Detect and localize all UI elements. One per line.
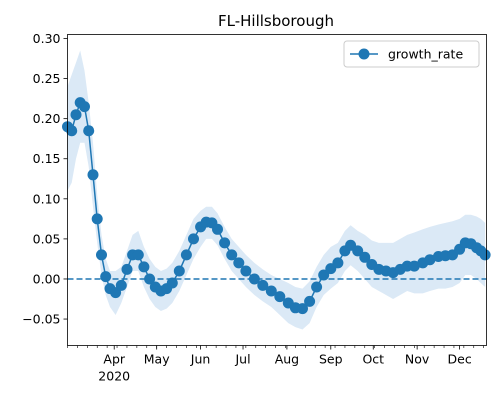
data-point bbox=[248, 273, 260, 285]
data-point bbox=[212, 223, 223, 235]
data-point bbox=[96, 249, 107, 261]
data-point bbox=[311, 281, 323, 293]
data-point bbox=[233, 257, 245, 269]
y-axis: −0.05 0.00 0.05 0.10 0.15 0.20 0.25 0.30 bbox=[22, 31, 68, 327]
legend: growth_rate bbox=[343, 40, 480, 68]
data-point bbox=[138, 261, 150, 273]
data-point bbox=[100, 271, 112, 283]
x-tick-year-label: 2020 bbox=[98, 369, 130, 384]
legend-label-growth-rate: growth_rate bbox=[388, 47, 463, 62]
y-tick-label: 0.10 bbox=[33, 191, 61, 206]
x-tick-label: Apr bbox=[103, 352, 125, 367]
confidence-band-area bbox=[67, 50, 486, 330]
y-tick-label: 0.30 bbox=[33, 31, 61, 46]
x-tick-label: Oct bbox=[362, 352, 384, 367]
y-tick-label: −0.05 bbox=[22, 312, 60, 327]
x-tick-label: Nov bbox=[405, 352, 430, 367]
confidence-band bbox=[67, 50, 486, 330]
data-point bbox=[180, 249, 192, 261]
data-point bbox=[352, 245, 364, 257]
y-tick-label: 0.05 bbox=[33, 231, 61, 246]
x-axis: Apr 2020 May Jun Jul Aug Sep Oct Nov Dec bbox=[67, 345, 484, 384]
x-tick-label: Jun bbox=[190, 352, 211, 367]
data-point bbox=[91, 213, 103, 225]
data-point bbox=[219, 237, 231, 249]
axes-frame bbox=[67, 34, 487, 346]
x-tick-label: Sep bbox=[319, 352, 343, 367]
y-tick-label: 0.25 bbox=[33, 71, 61, 86]
data-point bbox=[166, 277, 178, 289]
data-point bbox=[121, 263, 133, 275]
data-point bbox=[318, 269, 330, 281]
data-point bbox=[257, 279, 269, 291]
data-point bbox=[115, 279, 127, 291]
x-tick-label: May bbox=[144, 352, 170, 367]
data-point bbox=[332, 257, 344, 269]
data-point bbox=[173, 265, 185, 277]
legend-box bbox=[343, 40, 480, 68]
data-point bbox=[87, 169, 99, 181]
data-point bbox=[479, 249, 491, 261]
data-point bbox=[188, 233, 199, 245]
legend-marker-sample bbox=[358, 48, 370, 60]
data-point bbox=[297, 303, 308, 315]
data-point bbox=[240, 265, 252, 277]
y-tick-label: 0.20 bbox=[33, 111, 61, 126]
data-point bbox=[83, 125, 95, 137]
data-point bbox=[70, 109, 82, 121]
data-point bbox=[408, 260, 420, 272]
data-point bbox=[424, 254, 436, 266]
x-tick-label: Jul bbox=[234, 352, 250, 367]
x-tick-label: Dec bbox=[448, 352, 472, 367]
data-point bbox=[79, 101, 90, 113]
data-point bbox=[304, 295, 316, 307]
chart-title: FL-Hillsborough bbox=[218, 12, 334, 30]
data-point bbox=[132, 249, 144, 261]
data-point bbox=[359, 251, 371, 263]
series-growth-rate bbox=[62, 97, 491, 315]
data-point bbox=[144, 273, 156, 285]
x-tick-label: Aug bbox=[275, 352, 299, 367]
data-point bbox=[274, 291, 286, 303]
plot-area bbox=[62, 50, 491, 330]
data-point bbox=[265, 285, 277, 297]
data-point bbox=[226, 249, 238, 261]
y-tick-label: 0.15 bbox=[33, 151, 61, 166]
y-tick-label: 0.00 bbox=[33, 271, 61, 286]
data-point bbox=[66, 125, 78, 137]
